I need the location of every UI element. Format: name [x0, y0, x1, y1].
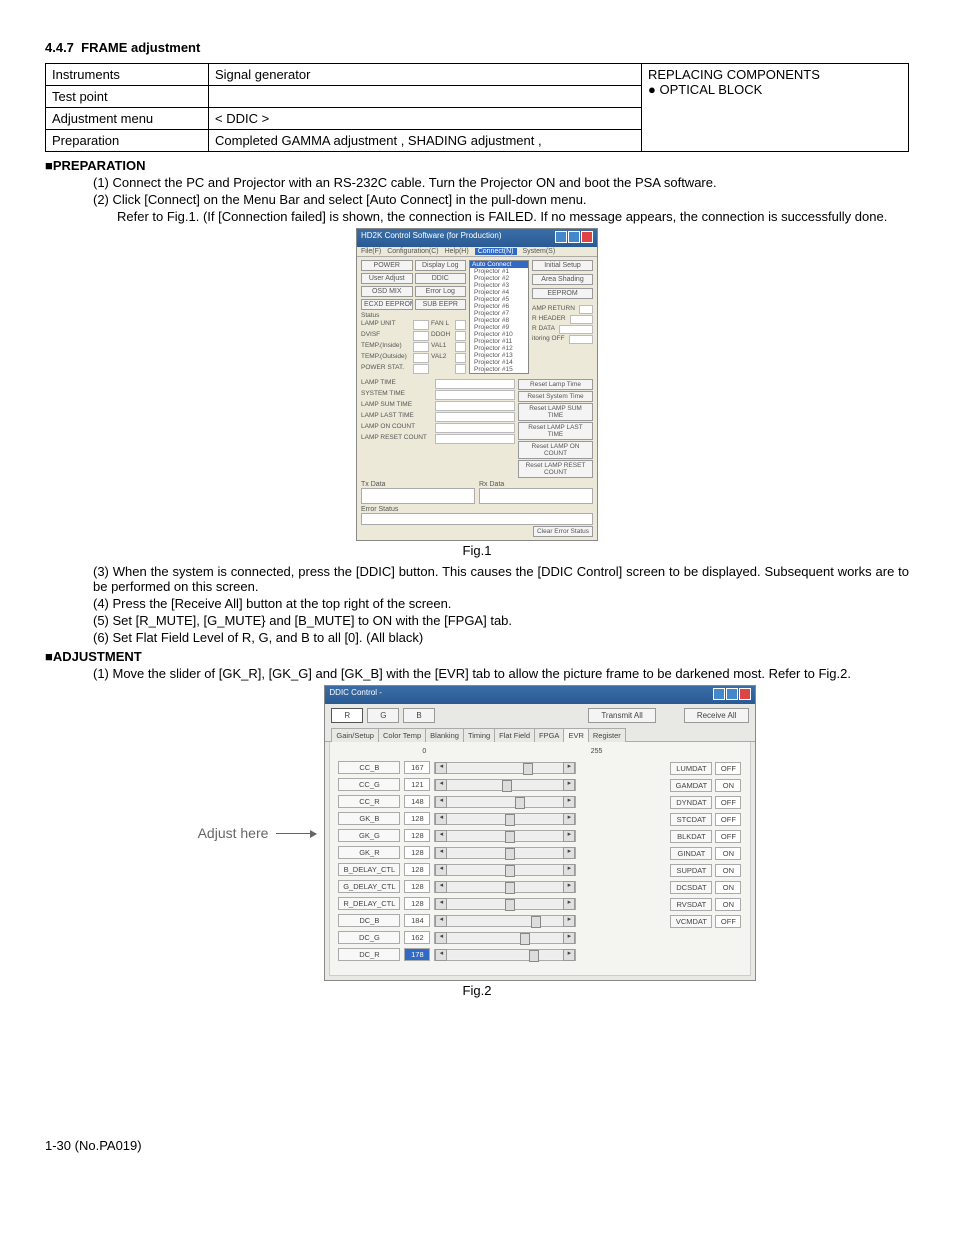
- adjust-here-label: Adjust here: [198, 825, 269, 841]
- side-item: ● OPTICAL BLOCK: [648, 82, 902, 97]
- fig1-screenshot: HD2K Control Software (for Production) F…: [356, 228, 598, 541]
- step: (6) Set Flat Field Level of R, G, and B …: [93, 630, 909, 645]
- status-label: Status: [361, 312, 466, 319]
- b-button[interactable]: B: [403, 708, 434, 723]
- step: (1) Connect the PC and Projector with an…: [93, 175, 909, 190]
- rx-label: Rx Data: [479, 481, 593, 488]
- cell: Signal generator: [209, 64, 642, 86]
- side-cell: REPLACING COMPONENTS ● OPTICAL BLOCK: [642, 64, 909, 152]
- section-heading: 4.4.7 FRAME adjustment: [45, 40, 909, 55]
- window-titlebar: DDIC Control -: [325, 686, 755, 704]
- menubar[interactable]: File(F)Configuration(C)Help(H)Connect(N)…: [357, 247, 597, 257]
- slider-row[interactable]: DC_G162◂▸: [338, 931, 742, 944]
- tx-label: Tx Data: [361, 481, 475, 488]
- cell: Instruments: [46, 64, 209, 86]
- connect-dropdown[interactable]: Auto Connect Projector #1Projector #2Pro…: [469, 260, 529, 374]
- step: (1) Move the slider of [GK_R], [GK_G] an…: [93, 666, 909, 681]
- transmit-all-button[interactable]: Transmit All: [588, 708, 656, 723]
- arrow-icon: [276, 833, 316, 834]
- r-button[interactable]: R: [331, 708, 363, 723]
- side-title: REPLACING COMPONENTS: [648, 67, 902, 82]
- tab-row[interactable]: Gain/SetupColor TempBlankingTimingFlat F…: [325, 727, 755, 742]
- power-button[interactable]: POWER: [361, 260, 413, 271]
- fig2-caption: Fig.2: [45, 983, 909, 998]
- step: (5) Set [R_MUTE], [G_MUTE} and [B_MUTE] …: [93, 613, 909, 628]
- step: (4) Press the [Receive All] button at th…: [93, 596, 909, 611]
- cell: < DDIC >: [209, 108, 642, 130]
- window-title: HD2K Control Software (for Production): [361, 231, 502, 245]
- cell: Preparation: [46, 130, 209, 152]
- step-sub: Refer to Fig.1. (If [Connection failed] …: [93, 209, 909, 224]
- cell: Test point: [46, 86, 209, 108]
- page-footer: 1-30 (No.PA019): [45, 1138, 909, 1153]
- window-titlebar: HD2K Control Software (for Production): [357, 229, 597, 247]
- error-status-box: [361, 513, 593, 525]
- window-controls[interactable]: [712, 688, 751, 702]
- fig2-screenshot: DDIC Control - R G B Transmit All Receiv…: [324, 685, 756, 981]
- rx-box[interactable]: [479, 488, 593, 504]
- receive-all-button[interactable]: Receive All: [684, 708, 750, 723]
- window-title: DDIC Control -: [329, 688, 381, 702]
- spec-table: Instruments Signal generator REPLACING C…: [45, 63, 909, 152]
- cell: [209, 86, 642, 108]
- step: (2) Click [Connect] on the Menu Bar and …: [93, 192, 909, 207]
- fig1-caption: Fig.1: [45, 543, 909, 558]
- slider-row[interactable]: DC_R178◂▸: [338, 948, 742, 961]
- step: (3) When the system is connected, press …: [93, 564, 909, 594]
- ddic-button[interactable]: DDIC: [415, 273, 467, 284]
- adjustment-heading: ■ADJUSTMENT: [45, 649, 909, 664]
- window-controls[interactable]: [554, 231, 593, 245]
- g-button[interactable]: G: [367, 708, 399, 723]
- tx-box[interactable]: [361, 488, 475, 504]
- cell: Completed GAMMA adjustment , SHADING adj…: [209, 130, 642, 152]
- error-status-label: Error Status: [361, 506, 593, 513]
- clear-error-button[interactable]: Clear Error Status: [533, 526, 593, 537]
- cell: Adjustment menu: [46, 108, 209, 130]
- preparation-heading: ■PREPARATION: [45, 158, 909, 173]
